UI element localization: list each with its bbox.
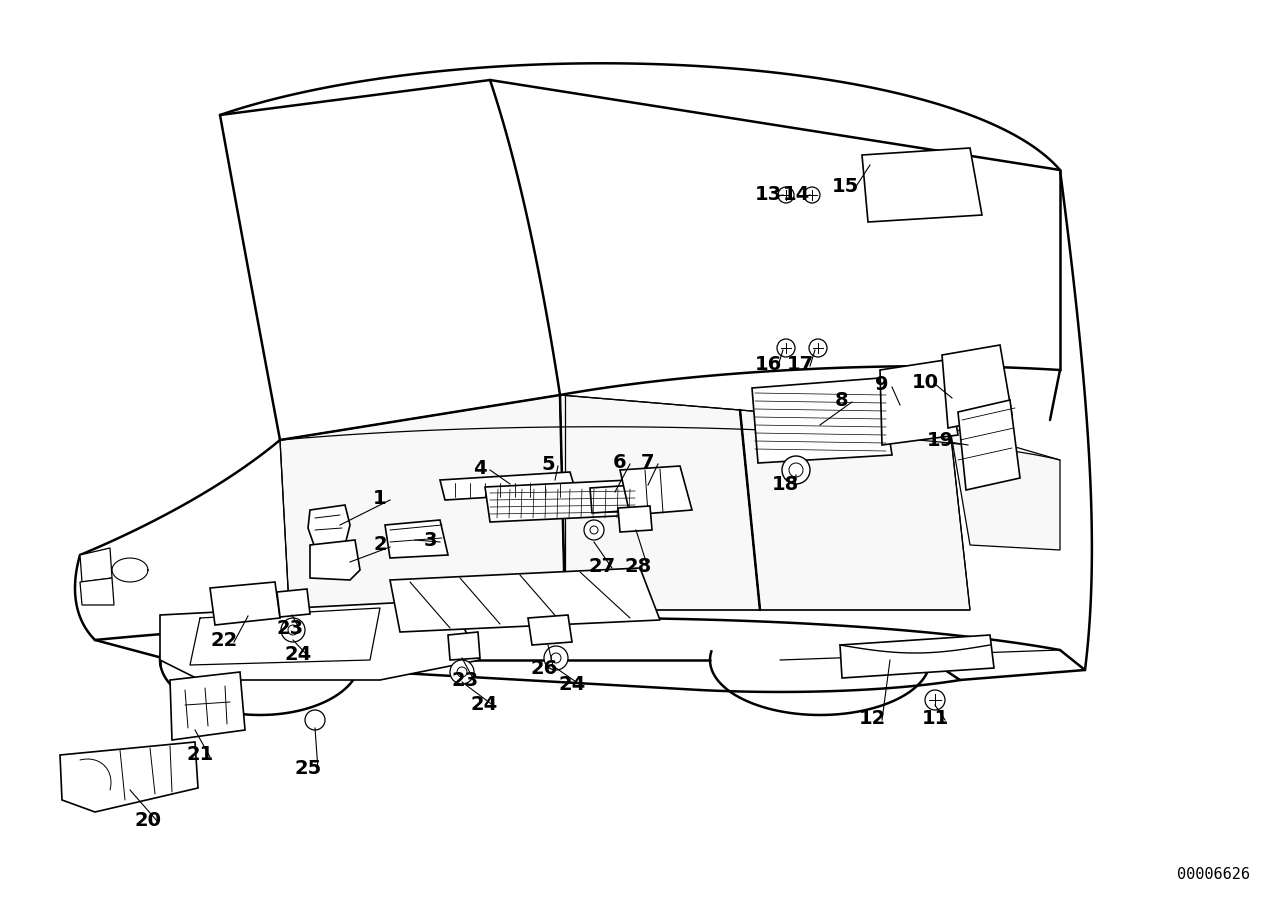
Polygon shape — [560, 395, 760, 610]
Polygon shape — [840, 635, 994, 678]
Text: 24: 24 — [559, 674, 586, 693]
Circle shape — [809, 339, 827, 357]
Text: 13: 13 — [755, 185, 782, 204]
Text: 23: 23 — [277, 619, 304, 638]
Circle shape — [551, 653, 562, 663]
Polygon shape — [620, 466, 692, 515]
Text: 19: 19 — [926, 430, 953, 450]
Text: 26: 26 — [531, 659, 558, 678]
Text: 27: 27 — [589, 557, 616, 575]
Text: 24: 24 — [285, 644, 312, 663]
Polygon shape — [80, 578, 115, 605]
Text: 4: 4 — [473, 459, 487, 478]
Polygon shape — [590, 485, 638, 513]
Text: 17: 17 — [787, 355, 814, 373]
Polygon shape — [448, 632, 480, 660]
Text: 20: 20 — [134, 811, 161, 830]
Circle shape — [544, 646, 568, 670]
Polygon shape — [741, 410, 970, 610]
Polygon shape — [942, 345, 1012, 428]
Text: 8: 8 — [835, 390, 849, 410]
Text: 00006626: 00006626 — [1177, 867, 1249, 882]
Circle shape — [925, 690, 945, 710]
Text: 11: 11 — [921, 709, 949, 727]
Text: 3: 3 — [424, 531, 437, 550]
Polygon shape — [390, 568, 659, 632]
Polygon shape — [61, 742, 198, 812]
Polygon shape — [160, 600, 480, 680]
Text: 6: 6 — [613, 452, 627, 471]
Polygon shape — [958, 400, 1020, 490]
Polygon shape — [170, 672, 245, 740]
Polygon shape — [440, 472, 576, 500]
Text: 1: 1 — [374, 489, 386, 508]
Circle shape — [281, 618, 305, 642]
Text: 21: 21 — [187, 745, 214, 764]
Text: 5: 5 — [541, 454, 555, 473]
Circle shape — [782, 456, 810, 484]
Text: 10: 10 — [912, 372, 939, 391]
Circle shape — [804, 187, 820, 203]
Polygon shape — [528, 615, 572, 645]
Text: 16: 16 — [755, 355, 782, 373]
Polygon shape — [210, 582, 279, 625]
Circle shape — [450, 660, 474, 684]
Circle shape — [590, 526, 598, 534]
Text: 12: 12 — [858, 709, 886, 727]
Polygon shape — [277, 589, 310, 617]
Circle shape — [457, 667, 468, 677]
Polygon shape — [279, 395, 565, 625]
Text: 23: 23 — [451, 671, 479, 690]
Polygon shape — [951, 428, 1060, 550]
Text: 25: 25 — [295, 759, 322, 777]
Text: 7: 7 — [641, 452, 654, 471]
Polygon shape — [385, 520, 448, 558]
Text: 15: 15 — [831, 177, 859, 196]
Polygon shape — [308, 505, 350, 548]
Circle shape — [583, 520, 604, 540]
Circle shape — [778, 187, 793, 203]
Polygon shape — [80, 548, 112, 582]
Circle shape — [777, 339, 795, 357]
Polygon shape — [752, 378, 893, 463]
Text: 22: 22 — [210, 631, 237, 650]
Polygon shape — [862, 148, 981, 222]
Text: 9: 9 — [876, 376, 889, 395]
Text: 14: 14 — [782, 185, 810, 204]
Polygon shape — [880, 360, 958, 445]
Text: 28: 28 — [625, 557, 652, 575]
Polygon shape — [618, 506, 652, 532]
Text: 2: 2 — [374, 535, 386, 554]
Text: 18: 18 — [772, 474, 799, 493]
Polygon shape — [310, 540, 361, 580]
Polygon shape — [486, 480, 638, 522]
Circle shape — [305, 710, 325, 730]
Circle shape — [289, 625, 298, 635]
Circle shape — [790, 463, 802, 477]
Text: 24: 24 — [470, 694, 497, 713]
